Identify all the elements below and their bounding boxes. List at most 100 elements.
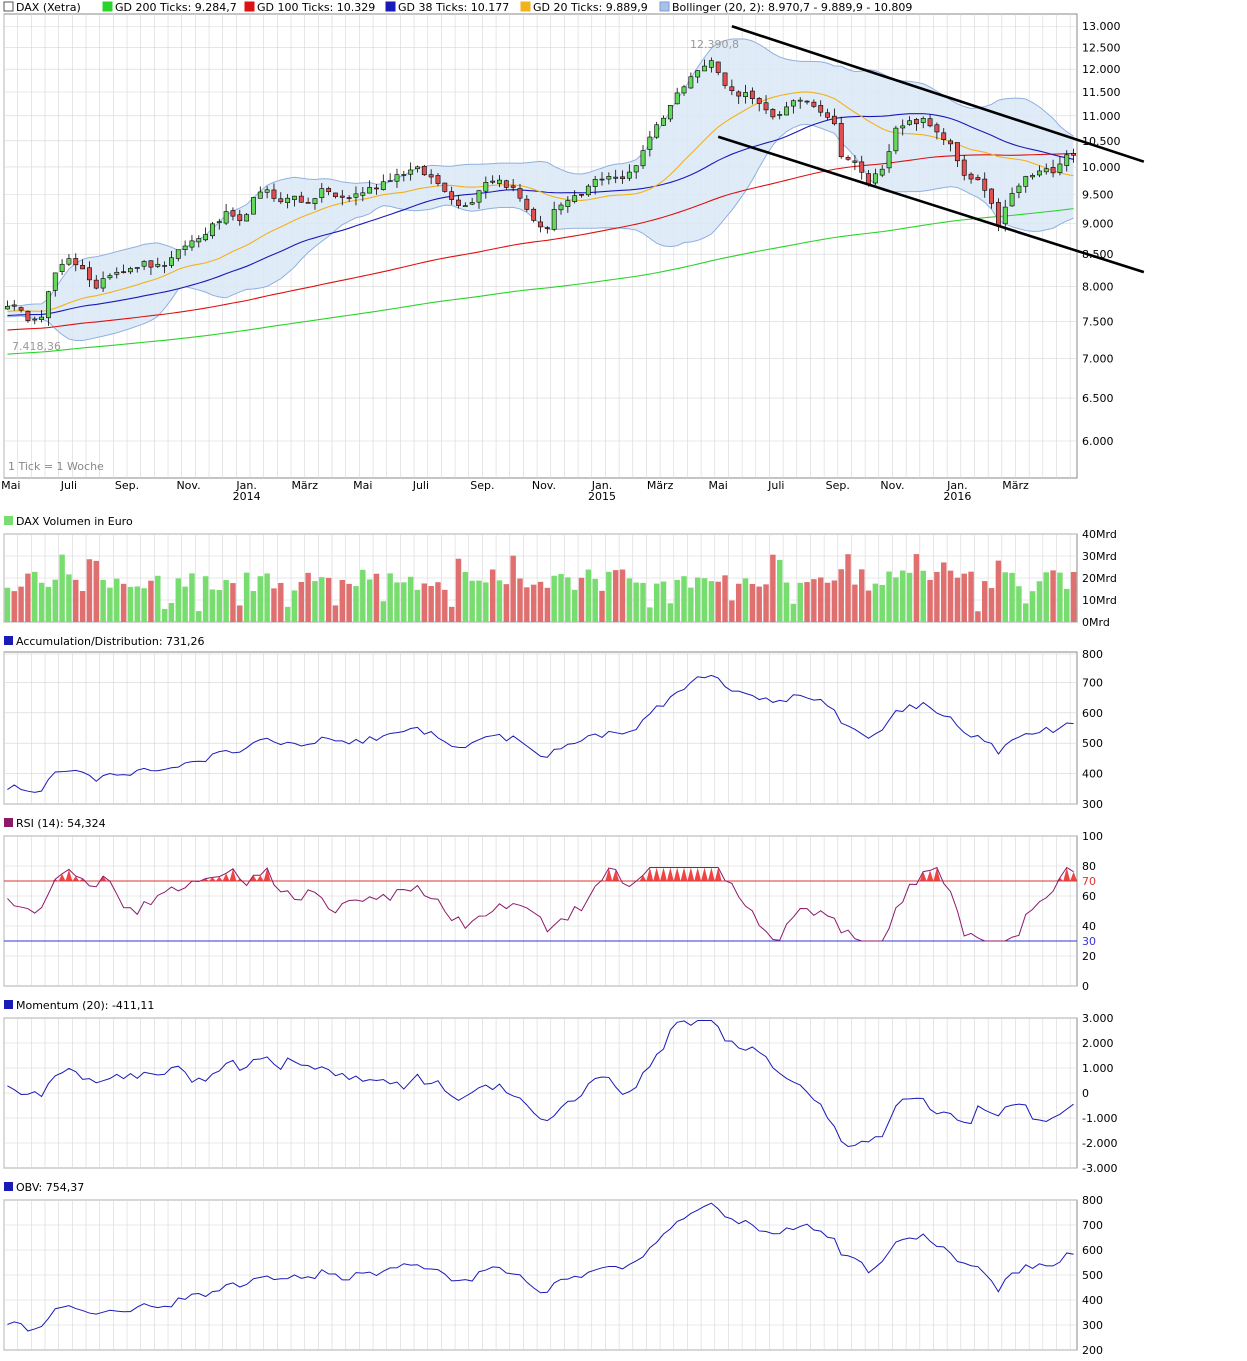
- candle: [476, 190, 482, 209]
- candle-body: [811, 101, 817, 107]
- candle: [681, 84, 687, 96]
- volume-bar: [223, 580, 229, 622]
- candle: [408, 162, 414, 181]
- candle-body: [476, 190, 482, 203]
- obv-swatch: [4, 1182, 13, 1191]
- volume-bar: [319, 577, 325, 622]
- candle: [968, 172, 974, 184]
- candle-body: [305, 202, 311, 204]
- candle-body: [189, 240, 195, 248]
- candle-body: [941, 132, 947, 140]
- volume-bar: [763, 584, 769, 622]
- candle-body: [1071, 153, 1077, 156]
- candle-body: [11, 304, 17, 307]
- volume-bar: [284, 606, 291, 622]
- candle-body: [722, 72, 728, 86]
- volume-bar: [1057, 572, 1063, 622]
- candle: [900, 119, 906, 136]
- volume-bar: [708, 581, 715, 622]
- rsi-overbought-fill: [694, 867, 702, 881]
- candle-body: [927, 118, 933, 127]
- candle: [784, 101, 789, 116]
- volume-bar: [271, 588, 277, 622]
- trend-line-upper: [731, 25, 1145, 163]
- candle-body: [32, 318, 38, 321]
- momentum-panel: 3.000 2.000 1.000 0 -1.000 -2.000 -3.000: [3, 1012, 1117, 1175]
- candle: [1057, 156, 1063, 176]
- candle-body: [346, 197, 352, 199]
- candle-body: [770, 109, 776, 118]
- candle-body: [469, 202, 475, 205]
- rsi-overbought-fill: [1070, 871, 1077, 881]
- candle: [763, 95, 769, 115]
- candle: [271, 183, 277, 202]
- rsi-overbought-fill: [256, 875, 264, 881]
- candle-body: [743, 92, 748, 98]
- rsi-overbought-fill: [215, 876, 223, 881]
- volume-bar: [332, 605, 339, 622]
- candle: [688, 72, 694, 89]
- gd100-line: [7, 152, 1074, 331]
- volume-bar: [168, 603, 175, 622]
- volume-bar: [742, 578, 749, 622]
- volume-bar: [852, 584, 858, 622]
- candle-body: [271, 189, 277, 199]
- volume-bar: [496, 580, 503, 622]
- candle-body: [66, 258, 72, 265]
- candle: [25, 310, 31, 323]
- candle: [305, 197, 311, 204]
- ad-y-tick: 300: [1082, 798, 1103, 811]
- legend-swatch: [520, 1, 531, 12]
- volume-bar: [578, 577, 585, 622]
- candle: [18, 306, 24, 313]
- obv-legend: OBV: 754,37: [4, 1181, 84, 1194]
- ad-y-tick: 700: [1082, 676, 1103, 689]
- volume-bar: [653, 583, 660, 622]
- rsi-overbought-fill: [612, 869, 620, 881]
- legend-swatch: [3, 1, 14, 12]
- volume-bar: [380, 601, 387, 622]
- candle: [32, 316, 38, 325]
- momentum-y-tick: -2.000: [1082, 1137, 1117, 1150]
- candle: [538, 215, 543, 233]
- obv-line: [7, 1202, 1074, 1332]
- momentum-y-tick: 1.000: [1082, 1062, 1114, 1075]
- candle: [1002, 199, 1008, 232]
- volume-bar: [606, 571, 612, 622]
- candle: [182, 240, 188, 256]
- candle: [333, 192, 338, 199]
- candle: [462, 202, 468, 207]
- candle-body: [784, 106, 789, 116]
- candle: [920, 116, 926, 129]
- candle: [647, 131, 653, 157]
- candle-body: [838, 123, 844, 158]
- volume-bar: [701, 578, 708, 622]
- x-tick-label: Nov.: [880, 479, 904, 492]
- candle: [428, 169, 434, 185]
- candle: [52, 272, 58, 297]
- candle-body: [319, 188, 325, 198]
- candle: [367, 180, 373, 194]
- legend-label: GD 100 Ticks: 10.329: [257, 1, 375, 14]
- candle: [667, 105, 673, 123]
- legend-label: Bollinger (20, 2): 8.970,7 - 9.889,9 - 1…: [672, 1, 912, 14]
- volume-bar: [414, 589, 421, 622]
- candle-body: [155, 263, 161, 267]
- volume-legend: DAX Volumen in Euro: [4, 515, 133, 528]
- volume-bar: [182, 586, 188, 622]
- volume-bar: [59, 554, 65, 622]
- candle-body: [298, 195, 304, 203]
- volume-bar: [93, 560, 99, 622]
- volume-bar: [988, 588, 995, 622]
- price-y-tick: 13.000: [1082, 20, 1121, 33]
- volume-bar: [647, 607, 653, 622]
- volume-bar: [530, 584, 537, 622]
- volume-bar: [264, 573, 270, 622]
- candle: [797, 97, 803, 109]
- volume-bar: [599, 590, 605, 622]
- candle-body: [93, 279, 99, 289]
- volume-bar: [134, 586, 141, 622]
- volume-bar: [947, 570, 954, 622]
- candle-body: [52, 272, 58, 291]
- volume-bar: [11, 591, 17, 622]
